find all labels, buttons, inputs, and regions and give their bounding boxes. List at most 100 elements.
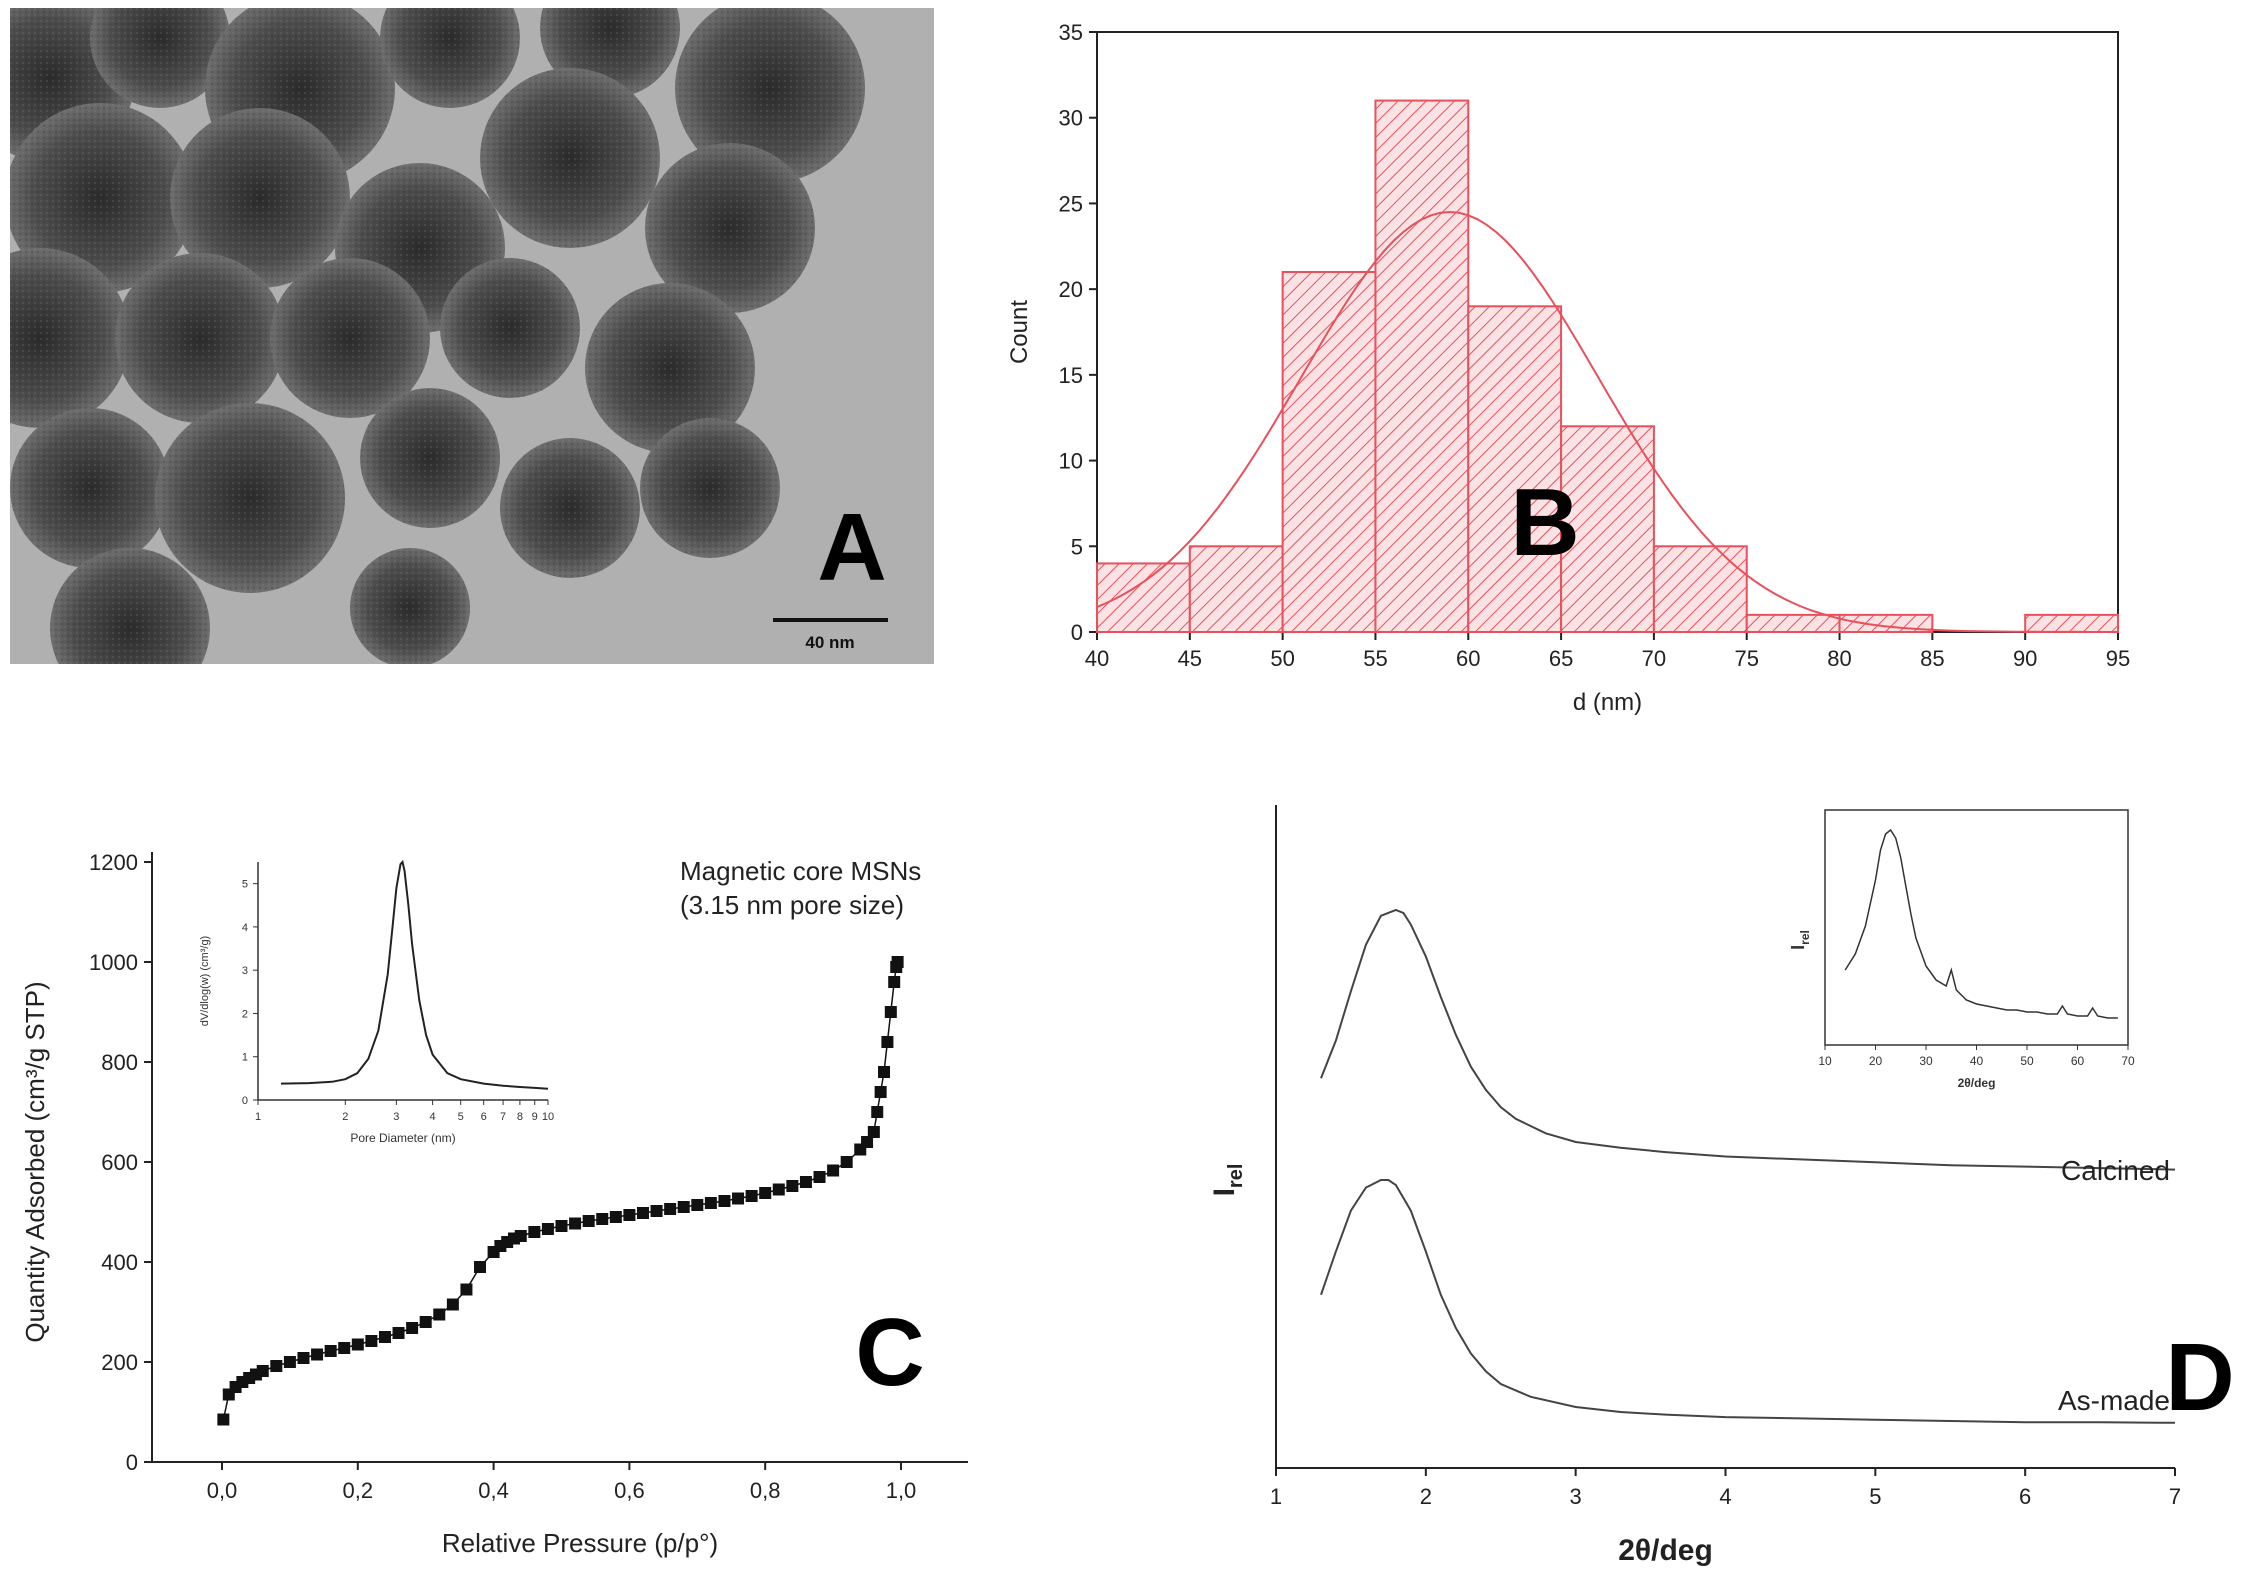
inset-y-tick-label: 3	[242, 965, 248, 977]
nanoparticle-texture	[50, 548, 210, 664]
inset-x-tick-label: 2	[342, 1111, 348, 1123]
panel-letter-d: D	[2165, 1324, 2234, 1431]
isotherm-point	[555, 1220, 568, 1232]
isotherm-point	[827, 1164, 840, 1177]
nanoparticle-texture	[640, 418, 780, 558]
inset-x-tick-label: 9	[532, 1111, 538, 1123]
inset-x-tick-label: 70	[2121, 1054, 2135, 1068]
panel-letter-c: C	[855, 1299, 924, 1406]
isotherm-point	[256, 1365, 269, 1377]
inset-pore-distribution-line	[280, 859, 549, 1090]
isotherm-point	[596, 1213, 609, 1225]
y-tick-label: 600	[101, 1150, 138, 1175]
histogram-bar	[1652, 545, 1748, 633]
histogram-bar	[2024, 613, 2119, 633]
isotherm-point	[419, 1316, 432, 1328]
isotherm-point	[732, 1192, 745, 1205]
isotherm-point	[283, 1356, 296, 1368]
y-axis-label: Count	[1006, 300, 1033, 364]
isotherm-point	[861, 1136, 874, 1148]
isotherm-point	[884, 1006, 897, 1018]
gaussian-fit-line	[1096, 210, 2118, 633]
inset-x-tick-label: 20	[1869, 1054, 1883, 1068]
inset-y-axis-label: Irel	[1788, 930, 1812, 950]
isotherm-point	[378, 1331, 391, 1343]
inset-y-tick-label: 5	[242, 879, 248, 891]
isotherm-point	[718, 1195, 731, 1207]
y-tick-label: 5	[1071, 534, 1083, 559]
x-tick-label: 0,0	[207, 1478, 238, 1503]
nanoparticle-texture	[10, 408, 170, 568]
isotherm-point	[270, 1360, 283, 1372]
isotherm-point	[813, 1171, 826, 1183]
xrd-panel: 1 2 3 4 5 6 7 2θ/deg Irel Calcined As-made 10 20 30…	[1160, 780, 2258, 1586]
x-tick-label: 0,2	[343, 1478, 374, 1503]
isotherm-point	[745, 1190, 758, 1202]
xrd-line-calcined	[1320, 908, 2176, 1171]
isotherm-point	[514, 1230, 527, 1242]
x-tick-label: 1	[1270, 1484, 1282, 1509]
isotherm-point	[891, 956, 904, 968]
inset-wide-angle-line	[1844, 828, 2118, 1019]
y-tick-label: 200	[101, 1350, 138, 1375]
histogram-bar	[1374, 99, 1470, 634]
y-tick-label: 30	[1059, 106, 1083, 131]
nanoparticle-texture	[10, 248, 130, 428]
nanoparticle-texture	[10, 103, 195, 293]
isotherm-point	[871, 1106, 884, 1118]
isotherm-point	[609, 1211, 622, 1223]
inset-x-tick-label: 5	[458, 1111, 464, 1123]
series-label-calcined: Calcined	[2061, 1155, 2170, 1186]
nanoparticle-texture	[480, 68, 660, 248]
y-tick-label: 0	[126, 1450, 138, 1475]
inset-x-axis-label: 2θ/deg	[1958, 1076, 1996, 1090]
isotherm-point	[636, 1207, 649, 1219]
inset-x-tick-label: 4	[430, 1111, 436, 1123]
isotherm-point	[338, 1342, 351, 1354]
x-tick-label: 0,4	[478, 1478, 509, 1503]
isotherm-point	[878, 1066, 891, 1078]
panel-letter-b: B	[1510, 469, 1579, 576]
isotherm-point	[460, 1283, 473, 1296]
x-tick-label: 55	[1363, 646, 1387, 671]
x-tick-label: 40	[1085, 646, 1109, 671]
isotherm-chart: 0,0 0,2 0,4 0,6 0,8 1,0 0 200 400 600 800 1000 1200 R…	[20, 850, 968, 1558]
isotherm-point	[365, 1335, 378, 1347]
xrd-chart: 1 2 3 4 5 6 7 2θ/deg Irel Calcined As-made 10 20 30…	[1208, 805, 2235, 1567]
isotherm-point	[406, 1322, 419, 1334]
isotherm-point	[704, 1197, 717, 1209]
isotherm-panel: 0,0 0,2 0,4 0,6 0,8 1,0 0 200 400 600 800 1000 1200 R…	[0, 790, 1000, 1586]
nanoparticle-texture	[155, 403, 345, 593]
x-axis-label: Relative Pressure (p/p°)	[442, 1528, 718, 1558]
nanoparticle-texture	[350, 548, 470, 664]
series-label-as-made: As-made	[2058, 1385, 2170, 1416]
histogram-panel: 40 45 50 55 60 65 70 75 80 85 90 95 0 5 10 15 20 25 30 35 d …	[975, 0, 2145, 720]
isotherm-point	[351, 1338, 364, 1351]
inset-x-tick-label: 6	[481, 1111, 487, 1123]
tem-image: 40 nm A	[10, 8, 934, 664]
isotherm-point	[217, 1413, 230, 1426]
x-tick-label: 6	[2019, 1484, 2031, 1509]
isotherm-point	[799, 1176, 812, 1188]
nanoparticle-texture	[675, 8, 865, 183]
isotherm-point	[888, 976, 901, 988]
x-tick-label: 75	[1734, 646, 1758, 671]
y-tick-label: 15	[1059, 363, 1083, 388]
nanoparticle-group	[10, 8, 865, 664]
y-axis-label: Irel	[1208, 1164, 1247, 1197]
isotherm-point	[881, 1036, 894, 1048]
histogram-bar	[1281, 271, 1377, 633]
nanoparticle-texture	[170, 108, 350, 288]
panel-letter-a: A	[817, 494, 886, 601]
x-tick-label: 95	[2106, 646, 2130, 671]
inset-y-tick-label: 1	[242, 1052, 248, 1064]
inset-x-axis-label: Pore Diameter (nm)	[350, 1131, 455, 1145]
histogram-chart: 40 45 50 55 60 65 70 75 80 85 90 95 0 5 10 15 20 25 30 35 d …	[1006, 20, 2130, 716]
isotherm-point	[664, 1203, 677, 1215]
x-tick-label: 80	[1827, 646, 1851, 671]
isotherm-point	[677, 1201, 690, 1213]
inset-x-tick-label: 60	[2071, 1054, 2085, 1068]
isotherm-point	[297, 1352, 310, 1364]
isotherm-point	[867, 1126, 880, 1138]
inset-y-tick-label: 4	[242, 922, 248, 934]
